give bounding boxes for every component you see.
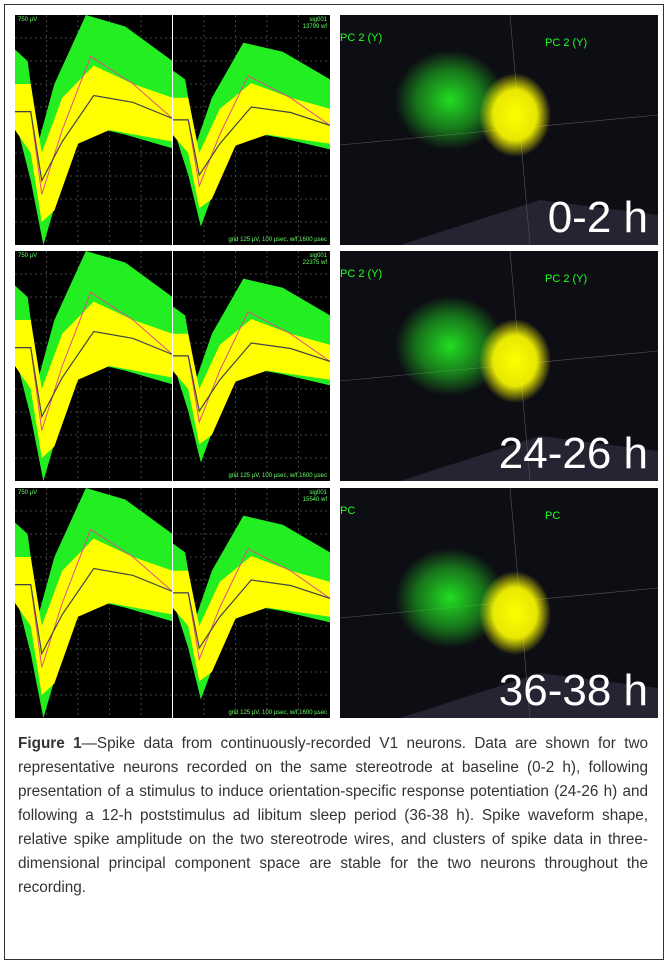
axis-label: PC 2 (Y) (545, 273, 587, 285)
pca-panel: PC PC 36-38 h (340, 488, 658, 718)
axis-label: PC 2 (Y) (340, 268, 382, 280)
count-label: 13799 wf (303, 24, 327, 30)
scale-label: 750 µV (18, 17, 37, 23)
cluster-yellow (479, 319, 551, 403)
axis-label: PC (545, 510, 560, 522)
grid-note: grid 125 µV, 100 µsec, w/f 1600 µsec (228, 473, 327, 479)
waveform-plot (15, 251, 330, 481)
waveform-plot (15, 488, 330, 718)
count-label: 22375 wf (303, 260, 327, 266)
time-label: 36-38 h (499, 666, 648, 716)
pca-panel: PC 2 (Y) PC 2 (Y) 24-26 h (340, 251, 658, 481)
channel-label: sig001 (309, 17, 327, 23)
count-label: 15540 wf (303, 497, 327, 503)
cluster-yellow (479, 73, 551, 157)
channel-label: sig001 (309, 490, 327, 496)
time-label: 0-2 h (548, 193, 648, 243)
caption-text: —Spike data from continuously-recorded V… (18, 735, 648, 896)
page: 750 µVsig00113799 wfgrid 125 µV, 100 µse… (0, 0, 670, 980)
scale-label: 750 µV (18, 490, 37, 496)
caption: Figure 1—Spike data from continuously-re… (18, 732, 648, 900)
scale-label: 750 µV (18, 253, 37, 259)
channel-label: sig001 (309, 253, 327, 259)
grid-note: grid 125 µV, 100 µsec, w/f 1600 µsec (228, 710, 327, 716)
cluster-yellow (479, 571, 551, 655)
caption-label: Figure 1 (18, 735, 82, 752)
axis-label: PC 2 (Y) (340, 32, 382, 44)
axis-label: PC (340, 505, 355, 517)
axis-label: PC 2 (Y) (545, 37, 587, 49)
pca-panel: PC 2 (Y) PC 2 (Y) 0-2 h (340, 15, 658, 245)
grid-note: grid 125 µV, 100 µsec, w/f 1600 µsec (228, 237, 327, 243)
waveform-plot (15, 15, 330, 245)
time-label: 24-26 h (499, 429, 648, 479)
